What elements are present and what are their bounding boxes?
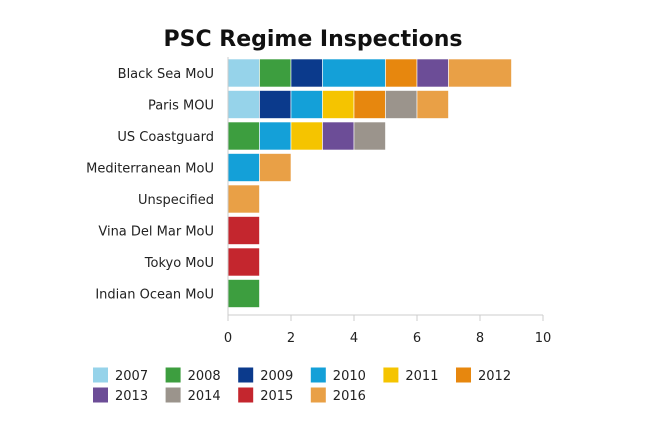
category-labels: Black Sea MoU Paris MOU US Coastguard Medit…	[86, 67, 214, 303]
bar-segment	[227, 279, 260, 308]
legend-label: 2014	[188, 389, 221, 404]
category-label: Unspecified	[138, 193, 214, 208]
bar-segment	[416, 58, 449, 88]
bar-segment	[290, 90, 323, 119]
legend-swatch	[165, 387, 181, 403]
category-label: Tokyo MoU	[144, 256, 214, 271]
x-tick-label: 6	[413, 331, 421, 346]
category-label: Black Sea MoU	[118, 67, 214, 82]
legend-label: 2009	[260, 369, 293, 384]
category-label: Paris MOU	[148, 99, 214, 114]
bar-segment	[259, 58, 292, 88]
bar-segment	[227, 90, 260, 119]
legend-swatch	[93, 367, 108, 383]
legend-item[interactable]: 2015	[238, 387, 293, 405]
bar-segment	[227, 58, 260, 88]
legend-label: 2013	[115, 389, 148, 404]
legend-swatch	[238, 367, 254, 383]
legend-item[interactable]: 2009	[238, 367, 293, 385]
bars	[227, 58, 512, 308]
bar-segment	[353, 121, 386, 151]
bar-segment	[322, 90, 355, 119]
x-tick-label: 8	[476, 331, 484, 346]
bar-segment	[227, 184, 260, 214]
bar-segment	[227, 216, 260, 245]
legend-swatch	[310, 367, 326, 383]
bar-segment	[385, 90, 418, 119]
legend-label: 2012	[478, 369, 511, 384]
bar-segment	[227, 121, 260, 151]
legend: 2007 2008 2009 2010 2011 2012 2013 2014 2015 2016	[93, 367, 511, 405]
bar-segment	[385, 58, 418, 88]
bar-segment	[416, 90, 449, 119]
bar-segment	[448, 58, 512, 88]
x-tick-label: 10	[535, 331, 552, 346]
bar-segment	[259, 153, 292, 182]
legend-swatch	[310, 387, 326, 403]
legend-label: 2015	[260, 389, 293, 404]
legend-item[interactable]: 2011	[383, 367, 438, 385]
legend-label: 2010	[333, 369, 366, 384]
legend-swatch	[238, 387, 254, 403]
legend-label: 2011	[405, 369, 438, 384]
legend-item[interactable]: 2007	[93, 367, 148, 385]
legend-label: 2016	[333, 389, 366, 404]
legend-item[interactable]: 2013	[93, 387, 148, 405]
legend-swatch	[383, 367, 399, 383]
category-label: Vina Del Mar MoU	[98, 225, 214, 240]
category-label: Mediterranean MoU	[86, 162, 214, 177]
category-label: Indian Ocean MoU	[95, 288, 214, 303]
bar-segment	[290, 58, 323, 88]
legend-label: 2007	[115, 369, 148, 384]
legend-swatch	[456, 367, 471, 383]
legend-label: 2008	[188, 369, 221, 384]
legend-item[interactable]: 2016	[310, 387, 366, 405]
x-axis: 0 2 4 6 8 10	[224, 57, 551, 346]
x-tick-label: 4	[350, 331, 358, 346]
bar-segment	[290, 121, 323, 151]
x-tick-label: 2	[287, 331, 295, 346]
bar-segment	[259, 90, 292, 119]
legend-item[interactable]: 2008	[165, 367, 221, 385]
legend-item[interactable]: 2014	[165, 387, 221, 405]
category-label: US Coastguard	[117, 130, 214, 145]
bar-segment	[322, 121, 355, 151]
bar-segment	[353, 90, 386, 119]
legend-swatch	[165, 367, 181, 383]
legend-item[interactable]: 2010	[310, 367, 366, 385]
bar-segment	[227, 153, 260, 182]
x-tick-label: 0	[224, 331, 232, 346]
bar-segment	[227, 247, 260, 277]
legend-item[interactable]: 2012	[456, 367, 511, 385]
bar-segment	[259, 121, 292, 151]
legend-swatch	[93, 387, 108, 403]
bar-segment	[322, 58, 386, 88]
chart-title: PSC Regime Inspections	[163, 27, 462, 52]
